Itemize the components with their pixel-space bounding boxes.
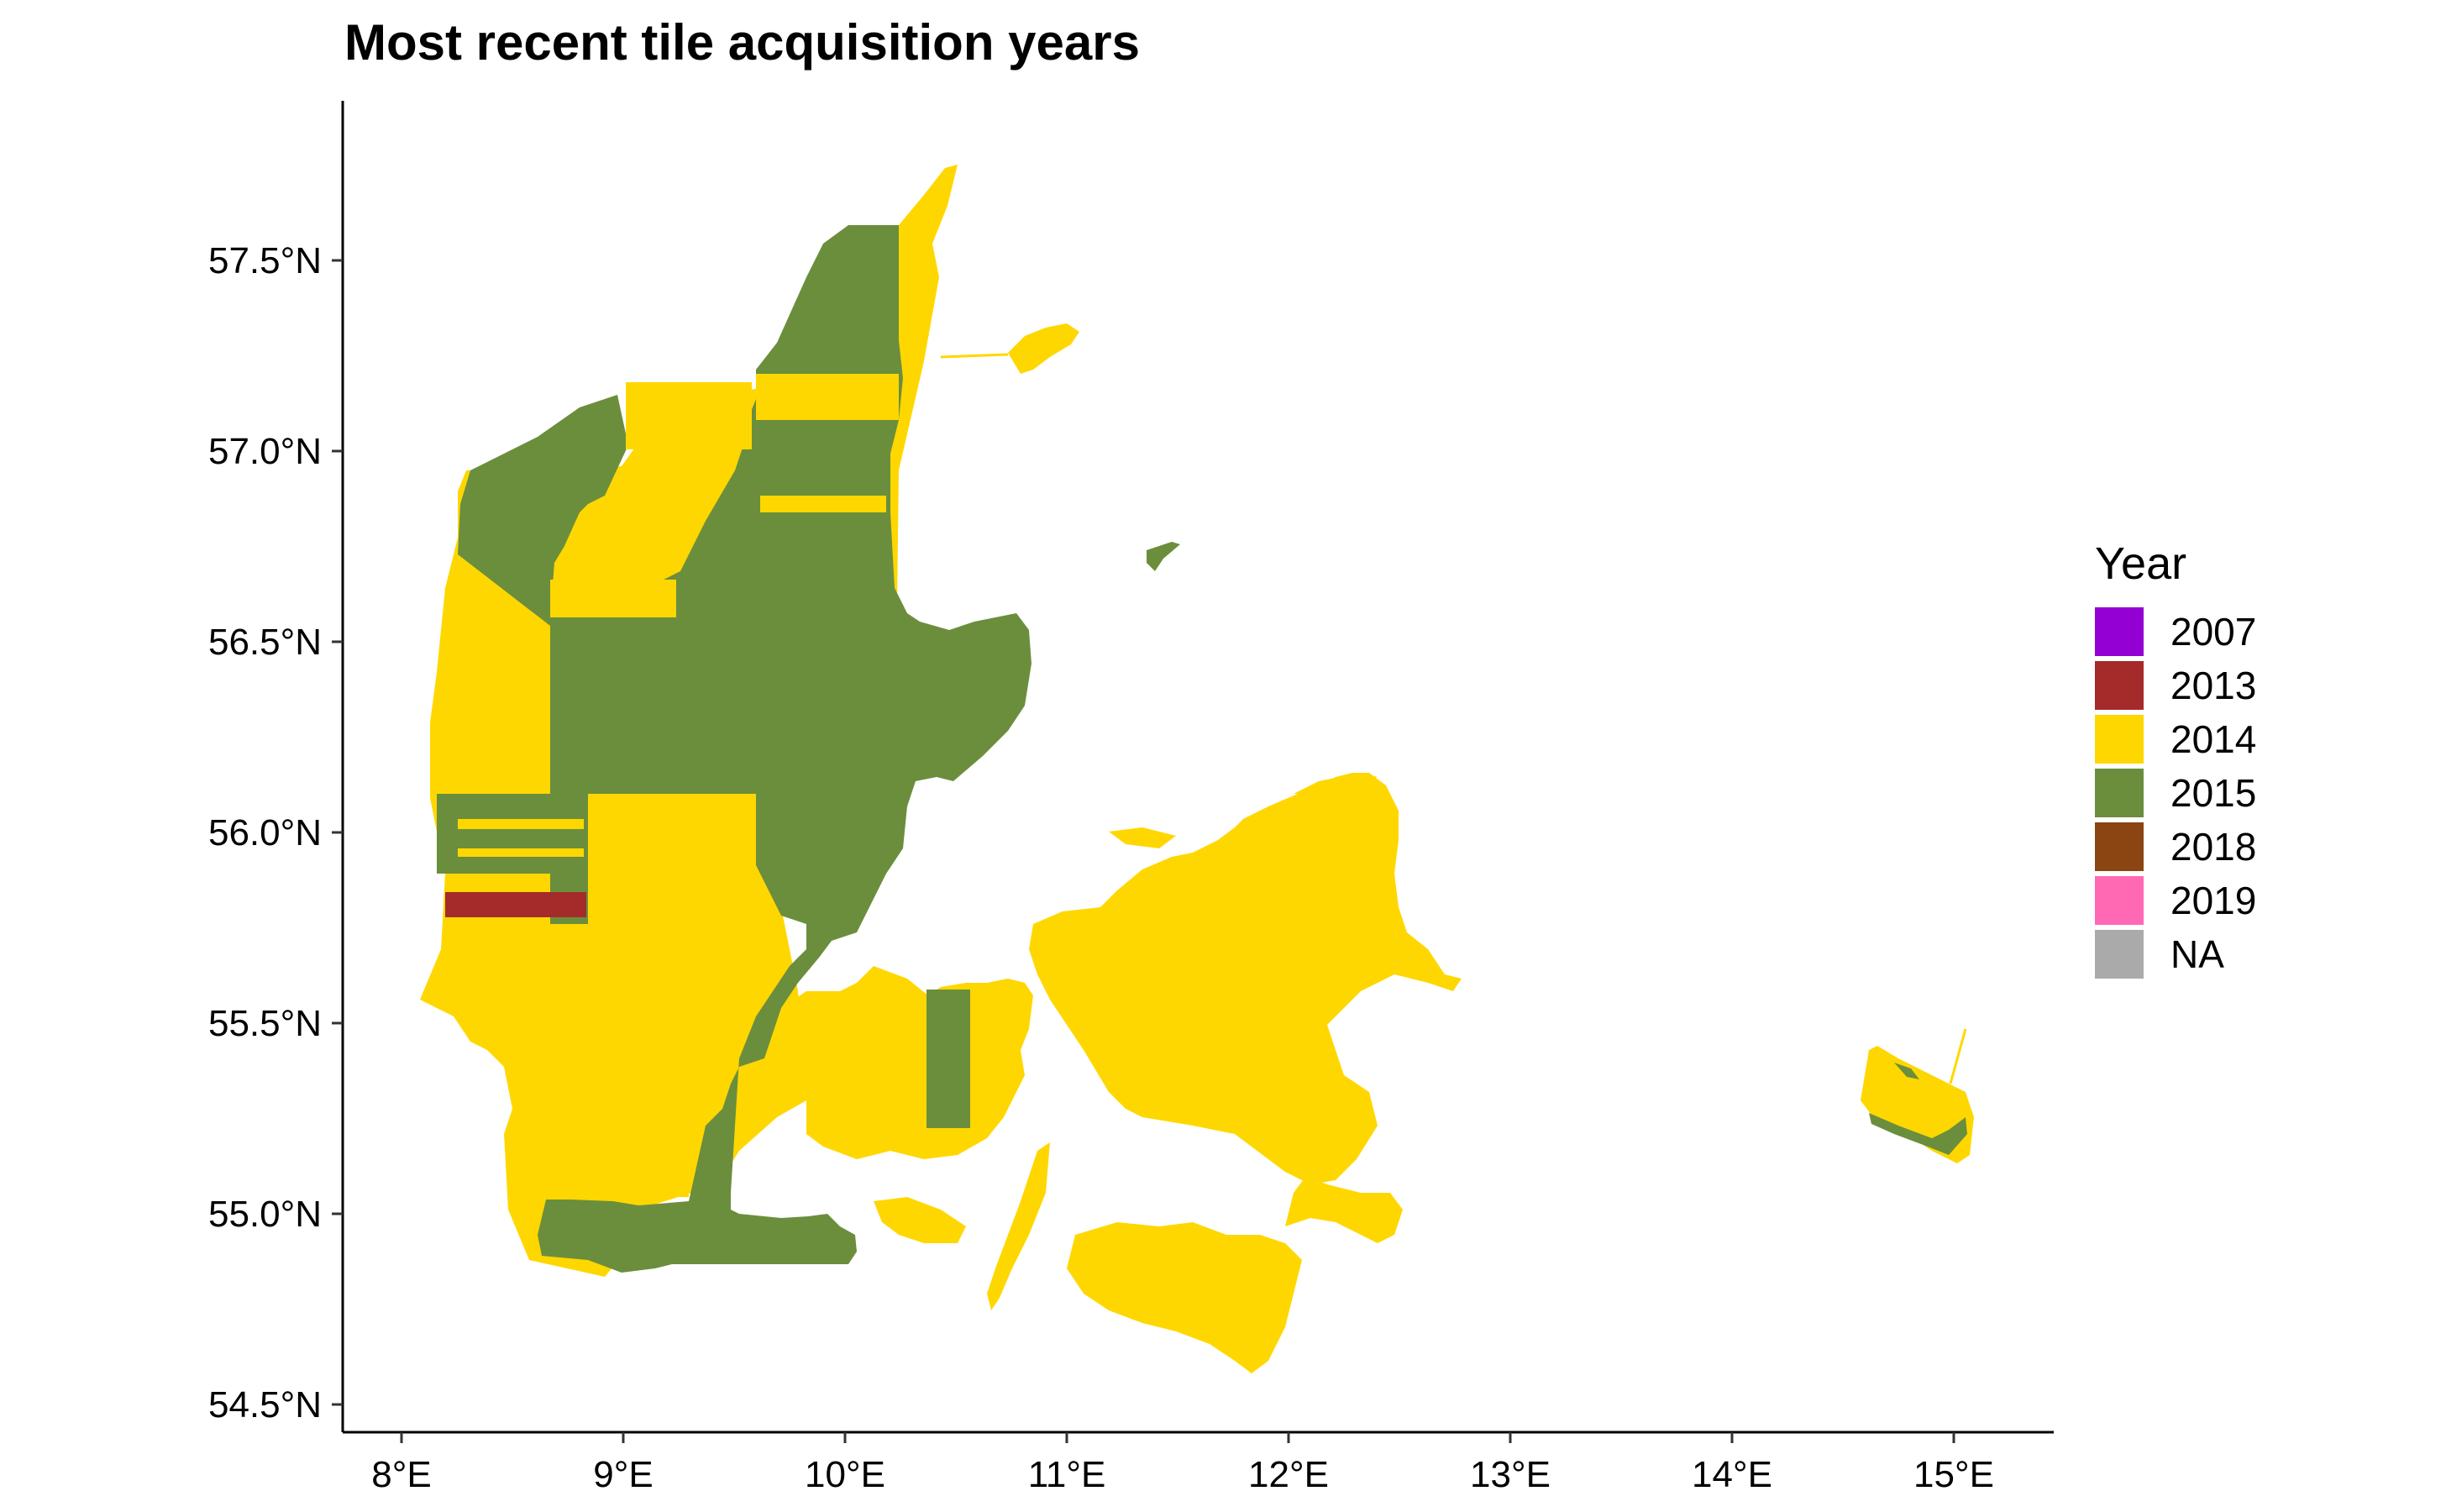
legend-item: 2015: [2095, 766, 2256, 820]
north-block-2014: [626, 382, 752, 449]
x-tick-label: 15°E: [1913, 1454, 1994, 1495]
mid-strip-2014: [760, 496, 886, 512]
land-regions: [420, 165, 1974, 1373]
x-axis-ticks: 8°E 9°E 10°E 11°E 12°E 13°E 14°E 15°E: [371, 1432, 1994, 1495]
legend-label: 2007: [2170, 610, 2257, 654]
legend-items: 2007 2013 2014 2015 2018 2019 NA: [2095, 605, 2256, 981]
x-tick-label: 13°E: [1470, 1454, 1551, 1495]
laeso-connector: [940, 353, 1009, 359]
bornholm-2015-a: [1894, 1063, 1919, 1079]
falster-2014: [1285, 1176, 1403, 1243]
legend-item: 2007: [2095, 605, 2256, 659]
legend-item: 2013: [2095, 659, 2256, 712]
legend-swatch: [2095, 607, 2144, 656]
y-tick-label: 57.0°N: [208, 431, 322, 472]
legend-item: 2018: [2095, 820, 2256, 874]
laeso-2014: [1008, 323, 1079, 374]
legend-item: 2019: [2095, 874, 2256, 927]
west-stripe-b: [458, 848, 584, 857]
central-block-2014: [588, 794, 756, 924]
legend-label: 2014: [2170, 717, 2257, 761]
legend-swatch: [2095, 876, 2144, 925]
legend-label: NA: [2170, 932, 2224, 976]
langeland-2014: [987, 1142, 1050, 1310]
legend-item: 2014: [2095, 712, 2256, 766]
chart-title: Most recent tile acquisition years: [344, 14, 1140, 71]
west-block-2014: [550, 580, 676, 617]
south-block-2014: [542, 1058, 689, 1197]
y-tick-label: 56.5°N: [208, 622, 322, 663]
x-tick-label: 12°E: [1248, 1454, 1329, 1495]
zealand-2014: [1029, 773, 1462, 1184]
legend-label: 2018: [2170, 825, 2257, 869]
funen-strip-2015: [926, 990, 970, 1128]
bornholm-2015-b: [1869, 1113, 1967, 1155]
legend-swatch: [2095, 661, 2144, 710]
legend-item: NA: [2095, 927, 2256, 981]
y-tick-label: 55.5°N: [208, 1003, 322, 1044]
lolland-2014: [1067, 1222, 1302, 1373]
legend-swatch: [2095, 715, 2144, 764]
anholt-2015: [1147, 542, 1180, 571]
legend-swatch: [2095, 930, 2144, 979]
legend-swatch: [2095, 769, 2144, 817]
aero-2014: [874, 1197, 966, 1243]
jutland-2015: [458, 225, 1031, 1273]
x-tick-label: 10°E: [805, 1454, 885, 1495]
legend-label: 2019: [2170, 879, 2257, 922]
north-strip-2014: [756, 374, 899, 420]
x-tick-label: 9°E: [593, 1454, 653, 1495]
west-stripe-a: [458, 819, 584, 829]
x-tick-label: 11°E: [1028, 1454, 1106, 1495]
y-tick-label: 56.0°N: [208, 812, 322, 853]
zealand-north-2014: [1294, 773, 1378, 794]
zealand-nw-2014: [1109, 827, 1176, 848]
y-tick-label: 55.0°N: [208, 1194, 322, 1235]
x-tick-label: 14°E: [1692, 1454, 1772, 1495]
legend-label: 2015: [2170, 771, 2257, 815]
y-tick-label: 57.5°N: [208, 240, 322, 281]
legend-swatch: [2095, 822, 2144, 871]
legend: Year 2007 2013 2014 2015 2018 2019 NA: [2095, 538, 2256, 981]
y-tick-label: 54.5°N: [208, 1384, 322, 1425]
x-tick-label: 8°E: [371, 1454, 431, 1495]
y-axis-ticks: 54.5°N 55.0°N 55.5°N 56.0°N 56.5°N 57.0°N 57.5…: [208, 240, 343, 1425]
block-2013: [445, 892, 586, 917]
legend-title: Year: [2095, 538, 2187, 589]
bornholm-connector: [1949, 1028, 1967, 1084]
funen-2014: [781, 966, 1033, 1159]
legend-label: 2013: [2170, 664, 2257, 707]
west-strip-2015: [437, 794, 588, 874]
